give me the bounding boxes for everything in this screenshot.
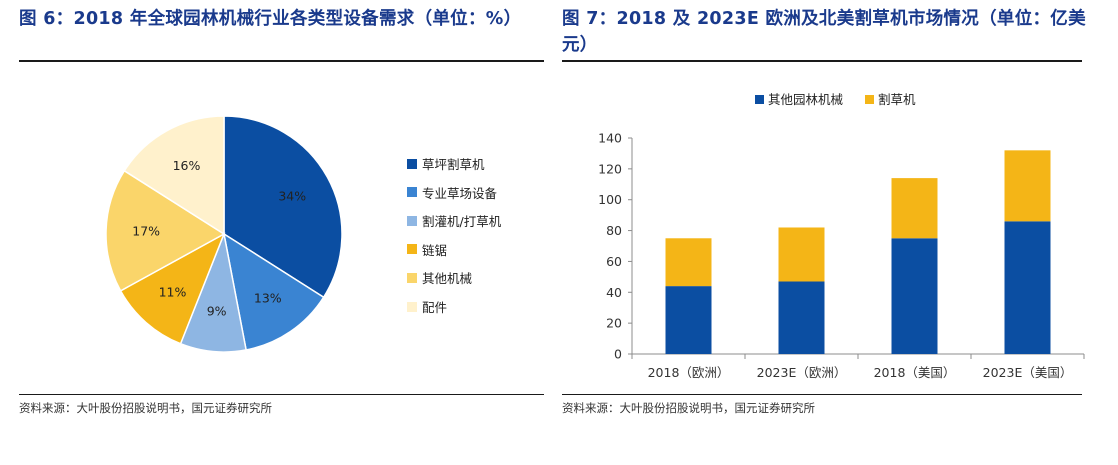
bar-legend-label-1: 割草机 bbox=[878, 92, 916, 107]
y-tick-label-5: 100 bbox=[598, 192, 622, 207]
pie-data-label-4: 17% bbox=[132, 224, 160, 239]
pie-chart: 34% 13% 9% 11% 17% 16% bbox=[105, 115, 343, 353]
pie-legend-swatch-1 bbox=[407, 187, 417, 198]
pie-legend-swatch-2 bbox=[407, 215, 417, 226]
x-tick-label-0: 2018（欧洲） bbox=[648, 365, 730, 380]
pie-legend-swatch-5 bbox=[407, 301, 417, 312]
y-tick-label-1: 20 bbox=[606, 316, 622, 331]
y-tick-label-3: 60 bbox=[606, 254, 622, 269]
bar-0-series-1 bbox=[665, 238, 712, 287]
pie-slice-1 bbox=[222, 232, 325, 351]
pie-legend-label-0: 草坪割草机 bbox=[422, 157, 485, 172]
bar-0-series-0 bbox=[665, 286, 712, 354]
pie-data-label-5: 16% bbox=[173, 158, 201, 173]
pie-legend-label-4: 其他机械 bbox=[422, 271, 473, 287]
pie-legend-item-1: 专业草场设备 bbox=[407, 183, 497, 202]
bar-1-series-0 bbox=[778, 281, 825, 354]
left-source-rule bbox=[19, 394, 544, 395]
pie-slice-5 bbox=[123, 115, 225, 236]
bar-legend-swatch-1 bbox=[865, 95, 874, 104]
pie-data-label-3: 11% bbox=[159, 284, 187, 299]
x-tick-label-2: 2018（美国） bbox=[874, 365, 956, 380]
bar-legend-swatch-0 bbox=[755, 95, 764, 104]
y-tick-label-4: 80 bbox=[606, 223, 622, 238]
bar-2-series-0 bbox=[891, 238, 938, 354]
x-tick-label-3: 2023E（美国） bbox=[983, 365, 1073, 380]
pie-legend-item-4: 其他机械 bbox=[407, 268, 472, 287]
pie-legend-item-5: 配件 bbox=[407, 297, 447, 316]
y-tick-label-2: 40 bbox=[606, 285, 622, 300]
x-tick-label-1: 2023E（欧洲） bbox=[757, 365, 847, 380]
y-tick-label-0: 0 bbox=[614, 347, 622, 362]
pie-data-label-2: 9% bbox=[207, 304, 227, 319]
pie-legend-label-5: 配件 bbox=[422, 300, 448, 315]
right-panel: 图 7：2018 及 2023E 欧洲及北美割草机市场情况（单位：亿美元） 0 2… bbox=[562, 0, 1118, 465]
pie-legend-item-2: 割灌机/打草机 bbox=[407, 211, 501, 230]
pie-legend-label-3: 链锯 bbox=[422, 242, 448, 258]
left-source-note: 资料来源：大叶股份招股说明书，国元证券研究所 bbox=[19, 401, 272, 415]
left-panel: 图 6：2018 年全球园林机械行业各类型设备需求（单位：%） 34% 13% 9%… bbox=[0, 0, 548, 465]
y-tick-label-7: 140 bbox=[598, 131, 622, 146]
pie-data-label-0: 34% bbox=[278, 188, 306, 203]
bar-3-series-1 bbox=[1004, 150, 1051, 222]
pie-legend-item-3: 链锯 bbox=[407, 240, 447, 259]
pie-legend-swatch-0 bbox=[407, 158, 417, 169]
bar-2-series-1 bbox=[891, 178, 938, 239]
pie-data-label-1: 13% bbox=[254, 290, 282, 305]
pie-legend-swatch-3 bbox=[407, 244, 417, 255]
pie-slice-4 bbox=[105, 169, 226, 292]
bar-chart: 0 20 40 60 80 100 120 140 2018（欧洲） 2023E（欧洲） 2018（… bbox=[598, 92, 1085, 380]
right-source-note: 资料来源：大叶股份招股说明书，国元证券研究所 bbox=[562, 401, 815, 415]
left-title-rule bbox=[19, 60, 544, 62]
right-figure-title: 图 7：2018 及 2023E 欧洲及北美割草机市场情况（单位：亿美元） bbox=[562, 9, 1086, 55]
y-tick-label-6: 120 bbox=[598, 161, 622, 176]
right-title-rule bbox=[562, 60, 1082, 62]
pie-legend-label-1: 专业草场设备 bbox=[422, 185, 498, 201]
bar-3-series-0 bbox=[1004, 221, 1051, 354]
pie-legend-label-2: 割灌机/打草机 bbox=[422, 214, 502, 230]
left-figure-title: 图 6：2018 年全球园林机械行业各类型设备需求（单位：%） bbox=[19, 9, 522, 29]
right-source-rule bbox=[562, 394, 1082, 395]
bar-1-series-1 bbox=[778, 227, 825, 282]
pie-legend-swatch-4 bbox=[407, 272, 417, 283]
bar-legend-label-0: 其他园林机械 bbox=[768, 92, 844, 107]
pie-legend-item-0: 草坪割草机 bbox=[407, 154, 485, 173]
pie-slice-3 bbox=[119, 232, 226, 345]
